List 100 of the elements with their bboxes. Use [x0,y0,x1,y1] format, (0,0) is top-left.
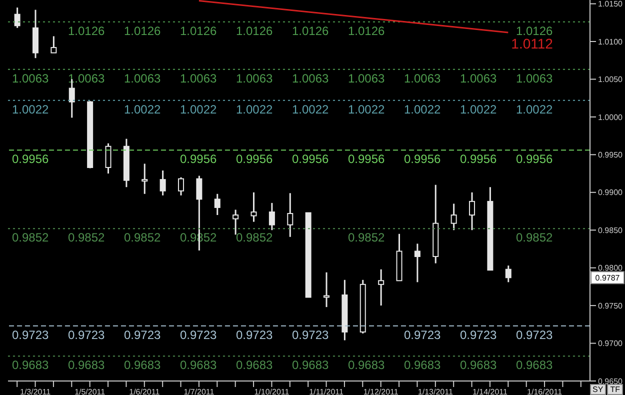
text: 0.9683 [124,358,161,372]
text: 1.0126 [516,24,553,38]
text: 1.0063 [236,71,273,86]
x-tick-label: 1/14/2011 [472,388,508,395]
ref-line-label: 1.0126 [68,24,106,38]
text: 0.9723 [460,328,497,342]
ref-line-label: 1.0022 [12,102,50,116]
text: 0.9956 [292,152,329,166]
candlestick [105,142,112,174]
ref-line-label: 0.9723 [12,328,50,342]
text: 1.0022 [124,102,161,116]
text: 1.0022 [404,102,441,116]
y-tick-label: 0.9950 [598,150,624,160]
text: 1.0063 [292,71,329,86]
text: 0.9723 [124,328,161,342]
text: 1.0063 [516,71,553,86]
text: 1.0022 [348,102,385,116]
text: TF [607,384,623,395]
ref-line-label: 1.0063 [12,71,50,86]
x-tick-label: 1/16/2011 [527,388,563,395]
candlestick [160,170,166,196]
x-tick-label: 1/7/2011 [184,388,215,395]
text: 0.9852 [348,230,385,245]
text: 0.9723 [236,328,273,342]
text: 1.0126 [292,24,329,38]
text: 0.9852 [124,230,161,245]
text: 0.9956 [348,152,385,166]
candlestick [250,192,257,223]
text: 1.0126 [348,24,385,38]
candlestick [469,192,476,231]
data-label: 1.0112 [511,35,554,52]
text: 1.0126 [236,24,273,38]
candlestick [378,268,384,306]
candlestick [505,264,512,283]
y-tick-label: 1.0150 [598,0,624,9]
x-tick-label: 1/11/2011 [309,388,344,395]
text: 1.0063 [124,71,161,86]
text: 0.9683 [460,358,497,372]
text: 1.0022 [516,102,553,116]
text: 0.9852 [236,230,273,245]
text: 1.0063 [404,71,441,86]
candlestick [268,202,275,231]
text: 1.0063 [180,71,217,86]
ref-line-label: 0.9852 [12,230,50,245]
ref-line-label: 0.9956 [12,152,50,166]
text: 0.9852 [68,230,105,245]
text: 0.9723 [516,328,553,342]
y-tick-label: 1.0100 [598,37,624,46]
candlestick [414,242,420,283]
candlestick [214,193,220,216]
text: 1.0022 [236,102,273,116]
x-tick-label: 1/3/2011 [20,388,52,395]
text: 0.9723 [404,328,441,342]
text: 0.9723 [68,328,105,342]
text: 0.9956 [180,152,217,166]
text: 0.9956 [236,152,273,166]
text: 1.0126 [180,24,217,38]
y-tick-label: 0.9650 [598,376,624,386]
text: SY [590,384,606,395]
annotation: 0.9787 [595,274,620,283]
text: 0.9683 [236,358,273,372]
text: 0.9683 [180,358,217,372]
text: 1.0063 [348,71,385,86]
text: 0.9852 [516,230,553,245]
candlestick [324,272,330,308]
text: 1.0126 [124,24,161,38]
text: 1.0063 [68,71,105,86]
y-tick-label: 0.9900 [598,188,624,198]
candlestick [450,202,457,231]
x-tick-label: 1/13/2011 [418,388,454,395]
y-tick-label: 1.0000 [598,112,624,122]
candlestick [178,176,184,196]
x-tick-label: 1/10/2011 [254,388,290,395]
candlestick [50,35,57,54]
y-tick-label: 1.0050 [598,75,624,84]
text: 0.9956 [460,152,497,166]
text: 0.9723 [292,328,329,342]
y-tick-label: 0.9850 [598,226,624,235]
text: 1.0022 [180,102,217,116]
text: 0.9956 [516,152,553,166]
x-tick-label: 1/5/2011 [74,388,106,395]
y-tick-label: 0.9750 [598,301,624,310]
ref-line-label: 0.9683 [12,358,50,372]
text: 1.0022 [292,102,329,116]
x-tick-label: 1/6/2011 [129,388,160,395]
x-tick-label: 1/12/2011 [363,388,399,395]
text: 0.9683 [68,358,105,372]
text: 0.9683 [404,358,441,372]
candlestick [287,192,294,238]
text: 0.9683 [348,358,385,372]
text: 0.9956 [404,152,441,166]
text: 1.0063 [460,71,497,86]
y-tick-label: 0.9800 [598,264,624,273]
candlestick [142,162,148,195]
text: 0.9683 [516,358,553,372]
text: 0.9683 [292,358,329,372]
text: 1.0022 [460,102,497,116]
candlestick [14,6,20,29]
text: 0.9723 [180,328,217,342]
y-tick-label: 0.9700 [598,339,624,348]
